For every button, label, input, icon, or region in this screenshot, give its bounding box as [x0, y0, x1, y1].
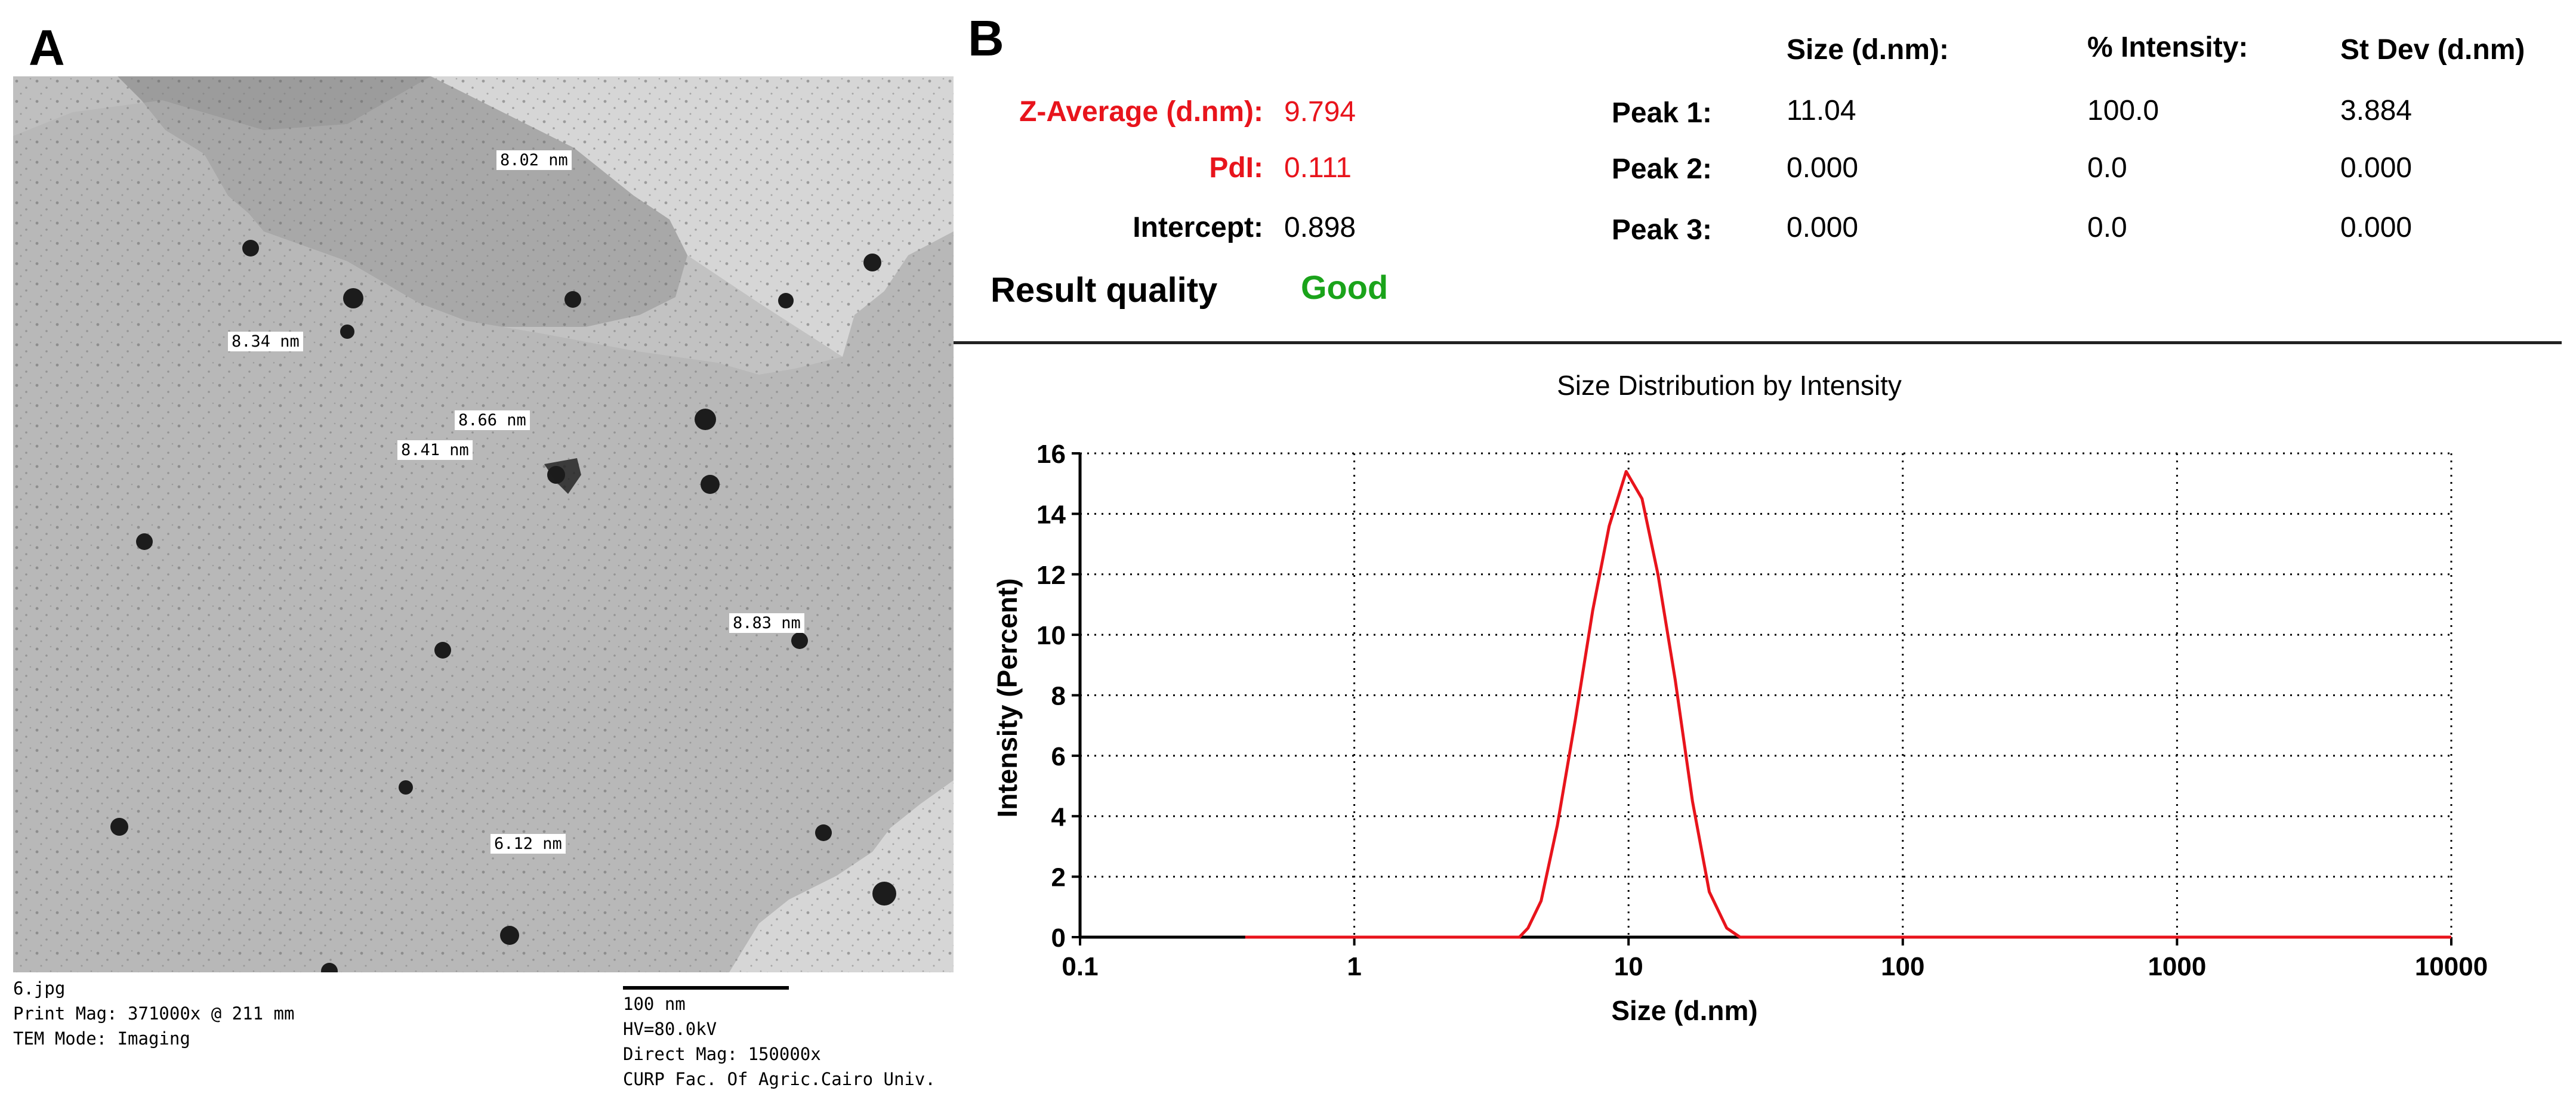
- peak-1-stdev: 3.884: [2340, 95, 2413, 126]
- tem-mode: TEM Mode: Imaging: [13, 1028, 190, 1049]
- high-voltage: HV=80.0kV: [623, 1019, 717, 1040]
- peak-3-label: Peak 3:: [1611, 214, 1712, 246]
- intercept-label: Intercept:: [1133, 212, 1263, 243]
- col-header-size: Size (d.nm):: [1787, 34, 1949, 66]
- print-mag: Print Mag: 371000x @ 211 mm: [13, 1003, 295, 1024]
- chart-grid: [1080, 452, 2452, 937]
- peak-1-size: 11.04: [1787, 95, 1856, 126]
- intercept-value: 0.898: [1284, 212, 1356, 243]
- direct-mag: Direct Mag: 150000x: [623, 1044, 821, 1065]
- tem-meta-left: 6.jpg Print Mag: 371000x @ 211 mm TEM Mo…: [13, 976, 294, 1051]
- col-header-stdev: St Dev (d.nm): [2340, 34, 2525, 66]
- y-tick-label: 2: [1051, 863, 1066, 892]
- peak-2-stdev: 0.000: [2340, 152, 2413, 184]
- peak-2-label: Peak 2:: [1611, 153, 1712, 185]
- col-header-intensity: % Intensity:: [2087, 32, 2248, 63]
- section-divider: [954, 341, 2562, 344]
- x-tick-label: 0.1: [1062, 952, 1098, 981]
- peak-3-size: 0.000: [1787, 212, 1859, 243]
- x-tick-label: 1: [1347, 952, 1361, 981]
- z-average-value: 9.794: [1284, 96, 1356, 128]
- tem-meta-right: 100 nm HV=80.0kV Direct Mag: 150000x CUR…: [623, 991, 936, 1092]
- scale-bar: [623, 986, 789, 990]
- y-tick-labels: 0 2 4 6 8 10 12 14 16: [1036, 440, 1066, 953]
- y-tick-label: 4: [1051, 802, 1066, 832]
- x-tick-label: 1000: [2148, 952, 2206, 981]
- intensity-series-line: [1245, 469, 2451, 939]
- peak-3-stdev: 0.000: [2340, 212, 2413, 243]
- result-quality-label: Result quality: [991, 271, 1218, 310]
- y-tick-label: 16: [1036, 440, 1066, 469]
- x-tick-labels: 0.1 1 10 100 1000 10000: [1062, 952, 2488, 981]
- peak-1-intensity: 100.0: [2087, 95, 2159, 126]
- tem-micrograph: 8.02 nm 8.34 nm 8.66 nm 8.41 nm 8.83 nm …: [13, 76, 954, 972]
- y-tick-label: 6: [1051, 742, 1066, 771]
- panel-a-letter: A: [29, 20, 65, 76]
- measurement-label: 8.66 nm: [455, 410, 530, 431]
- y-tick-label: 12: [1036, 561, 1066, 590]
- peak-3-intensity: 0.0: [2087, 212, 2127, 243]
- z-average-label: Z-Average (d.nm):: [1019, 96, 1263, 128]
- panel-b-letter: B: [968, 10, 1004, 66]
- x-tick-label: 10000: [2415, 952, 2488, 981]
- x-tick-label: 100: [1881, 952, 1924, 981]
- facility: CURP Fac. Of Agric.Cairo Univ.: [623, 1069, 936, 1090]
- result-quality-value: Good: [1301, 268, 1389, 306]
- y-axis-title: Intensity (Percent): [992, 578, 1023, 817]
- y-tick-label: 10: [1036, 621, 1066, 650]
- y-tick-label: 0: [1051, 923, 1066, 953]
- measurement-label: 8.83 nm: [729, 613, 804, 634]
- peak-1-label: Peak 1:: [1611, 97, 1712, 129]
- scale-bar-label: 100 nm: [623, 994, 686, 1014]
- pdi-value: 0.111: [1284, 152, 1352, 184]
- y-tick-label: 14: [1036, 500, 1066, 529]
- x-axis-title: Size (d.nm): [1611, 995, 1757, 1026]
- measurement-label: 8.34 nm: [228, 332, 303, 352]
- chart-title: Size Distribution by Intensity: [1557, 370, 1902, 401]
- size-distribution-chart: Size Distribution by Intensity 0 2 4 6 8 10 12…: [992, 370, 2488, 1026]
- pdi-label: PdI:: [1209, 152, 1263, 184]
- measurement-label: 6.12 nm: [490, 834, 566, 854]
- x-tick-label: 10: [1614, 952, 1643, 981]
- measurement-label: 8.02 nm: [496, 150, 572, 171]
- peak-2-size: 0.000: [1787, 152, 1859, 184]
- peak-2-intensity: 0.0: [2087, 152, 2127, 184]
- image-filename: 6.jpg: [13, 978, 66, 999]
- chart-series: [1245, 469, 2451, 939]
- y-tick-label: 8: [1051, 682, 1066, 711]
- chart-axes: [1072, 452, 2452, 945]
- measurement-label: 8.41 nm: [397, 440, 473, 461]
